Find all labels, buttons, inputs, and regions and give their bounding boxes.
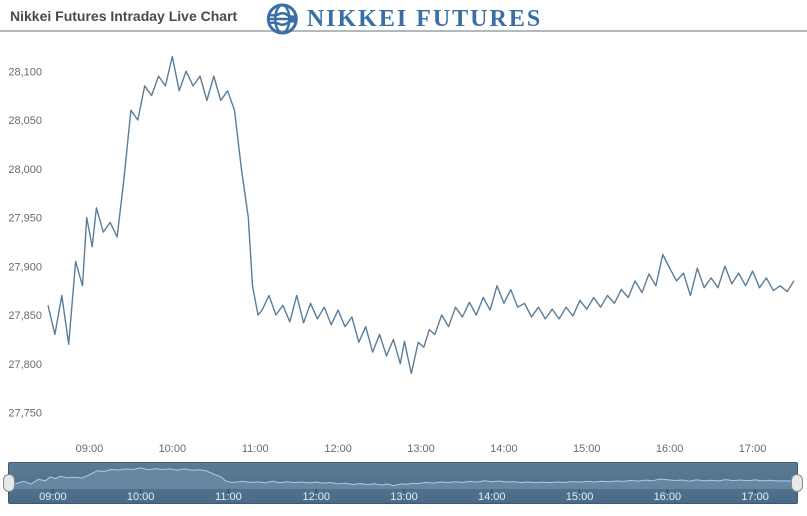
range-handle-right[interactable] [791,474,803,492]
globe-icon [265,2,299,36]
svg-text:28,050: 28,050 [8,115,42,127]
svg-text:12:00: 12:00 [324,443,352,455]
range-handle-left[interactable] [3,474,15,492]
brand-logo: NIKKEI FUTURES [265,2,542,36]
svg-text:17:00: 17:00 [739,443,767,455]
svg-text:14:00: 14:00 [490,443,518,455]
svg-text:16:00: 16:00 [656,443,684,455]
svg-text:27,900: 27,900 [8,261,42,273]
svg-text:09:00: 09:00 [76,443,104,455]
header: Nikkei Futures Intraday Live Chart NIKKE… [0,0,807,32]
range-navigator[interactable]: 09:0010:0011:0012:0013:0014:0015:0016:00… [8,462,798,504]
svg-text:11:00: 11:00 [242,443,269,455]
svg-text:15:00: 15:00 [573,443,601,455]
svg-text:10:00: 10:00 [159,443,187,455]
logo-text: NIKKEI FUTURES [307,6,542,33]
chart-title: Nikkei Futures Intraday Live Chart [10,8,237,24]
svg-text:27,950: 27,950 [8,213,42,225]
svg-text:28,100: 28,100 [8,66,42,78]
main-chart[interactable]: 27,750 27,800 27,850 27,900 27,950 28,000 28,0… [0,32,807,462]
svg-text:27,750: 27,750 [8,408,42,420]
svg-text:28,000: 28,000 [8,164,42,176]
svg-text:27,850: 27,850 [8,310,42,322]
svg-text:13:00: 13:00 [407,443,435,455]
svg-text:27,800: 27,800 [8,359,42,371]
